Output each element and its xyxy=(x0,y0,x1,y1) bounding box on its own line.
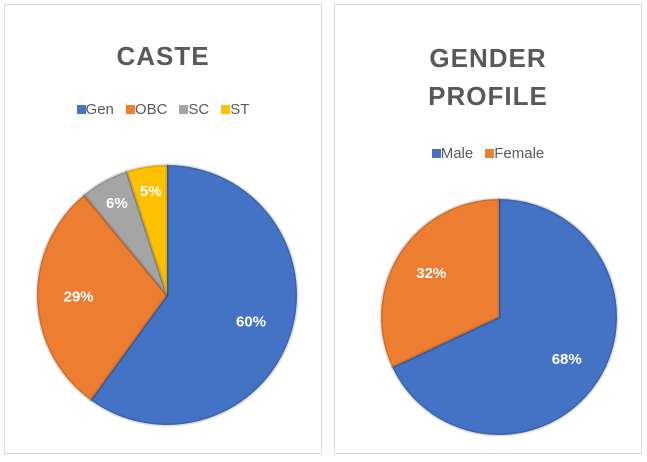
data-label: 60% xyxy=(236,313,266,330)
legend-label: Male xyxy=(440,145,474,162)
chart-title: GENDER PROFILE xyxy=(428,43,548,111)
data-label: 32% xyxy=(416,265,446,282)
pie-chart: 68% 32% xyxy=(379,197,619,437)
pie-slice xyxy=(125,163,169,297)
legend-item: Male xyxy=(431,145,474,162)
pie-slice xyxy=(379,197,501,369)
legend-swatch xyxy=(485,149,495,158)
legend: Gen OBC SC ST xyxy=(5,101,321,118)
pie-slice xyxy=(82,169,169,297)
legend-item: Female xyxy=(485,145,544,162)
data-label: 29% xyxy=(64,289,94,306)
legend-swatch xyxy=(125,105,135,114)
legend-label: Gen xyxy=(85,101,114,118)
legend-item: ST xyxy=(221,101,249,118)
pie-slice xyxy=(390,197,619,437)
legend-swatch xyxy=(179,105,189,114)
legend-label: Female xyxy=(494,145,545,162)
legend-label: SC xyxy=(188,101,210,118)
data-label: 6% xyxy=(106,195,128,212)
legend-item: SC xyxy=(179,101,209,118)
pie-slice xyxy=(35,193,169,402)
legend-item: Gen xyxy=(76,101,114,118)
data-label: 5% xyxy=(140,183,162,200)
chart-panel: CASTE Gen OBC SC ST 60% 29% 6% 5% xyxy=(4,4,322,454)
legend: Male Female xyxy=(335,145,641,162)
legend-label: ST xyxy=(230,101,250,118)
chart-panel: GENDER PROFILE Male Female 68% 32% xyxy=(334,4,642,454)
pie-slice xyxy=(89,163,299,427)
legend-swatch xyxy=(76,105,86,114)
chart-title: CASTE xyxy=(116,41,210,71)
legend-label: OBC xyxy=(134,101,168,118)
legend-swatch xyxy=(431,149,441,158)
data-label: 68% xyxy=(552,351,582,368)
legend-item: OBC xyxy=(125,101,168,118)
pie-chart: 60% 29% 6% 5% xyxy=(35,163,299,427)
legend-swatch xyxy=(221,105,231,114)
